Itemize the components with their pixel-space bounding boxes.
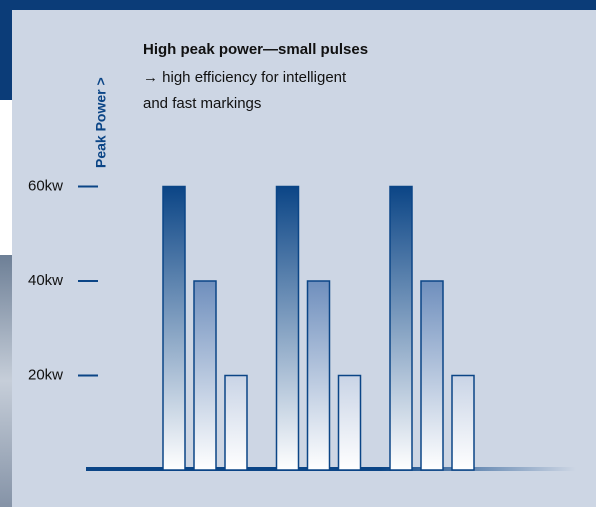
top-band [0, 0, 596, 10]
y-tick-label: 20kw [28, 366, 63, 383]
chart: Peak Power > High peak power—small pulse… [0, 0, 596, 507]
bar [308, 281, 330, 470]
bar [390, 187, 412, 471]
bar [277, 187, 299, 471]
annotation: → high efficiency for intelligent [143, 69, 347, 86]
y-tick-label: 40kw [28, 272, 63, 289]
page: {"chart_data": {"type": "bar", "title": … [0, 0, 596, 507]
photo-fragment [0, 255, 12, 507]
annotation: and fast markings [143, 95, 261, 112]
y-axis-label: Peak Power > [93, 77, 109, 168]
bar [163, 187, 185, 471]
bar [225, 376, 247, 471]
bar [452, 376, 474, 471]
y-tick-label: 60kw [28, 177, 63, 194]
chart-title: High peak power—small pulses [143, 41, 368, 58]
bar [339, 376, 361, 471]
bar [421, 281, 443, 470]
bar [194, 281, 216, 470]
x-axis [86, 467, 576, 471]
left-band [0, 0, 12, 100]
